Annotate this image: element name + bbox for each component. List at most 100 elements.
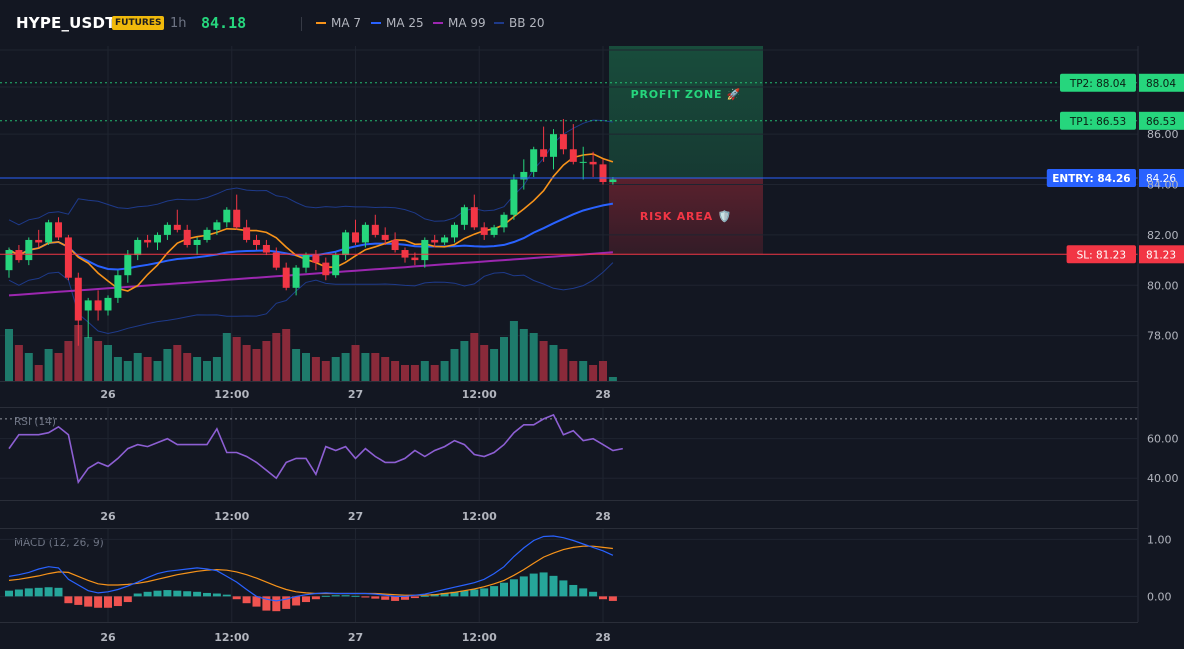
macd-histogram-bar — [608, 596, 617, 601]
symbol-label[interactable]: HYPE_USDT — [16, 14, 116, 32]
rsi-pane: RSI (14) 40.00 60.00 — [0, 413, 1179, 485]
volume-bar — [54, 353, 63, 381]
macd-histogram-bar — [460, 590, 469, 597]
candle-body — [451, 224, 458, 238]
futures-badge: FUTURES — [112, 16, 165, 30]
volume-bar — [64, 341, 73, 381]
macd-histogram-bar — [500, 582, 508, 597]
macd-histogram-bar — [222, 594, 231, 597]
legend-bb20[interactable]: BB 20 — [494, 16, 545, 30]
candle-body — [550, 134, 557, 157]
legend-ma7[interactable]: MA 7 — [316, 16, 361, 30]
candles[interactable] — [5, 119, 617, 346]
candle-body — [15, 250, 23, 261]
timeframe-label[interactable]: 1h — [170, 16, 187, 31]
volume-bar — [153, 361, 162, 381]
candle-body — [500, 214, 508, 228]
candle-body — [411, 257, 419, 261]
time-tick-label: 12:00 — [214, 510, 249, 523]
volume-bar — [84, 337, 93, 381]
volume-bar — [143, 357, 152, 381]
candle-body — [490, 227, 498, 235]
time-tick-label: 28 — [595, 631, 610, 644]
volume-bar — [608, 377, 617, 381]
macd-histogram-bar — [440, 592, 449, 597]
macd-histogram-bar — [490, 586, 499, 597]
candle-body — [183, 229, 191, 245]
macd-histogram-bar — [242, 596, 251, 604]
candle-body — [520, 171, 528, 180]
moving-averages — [8, 153, 614, 297]
macd-histogram-bar — [282, 596, 291, 609]
volume-bar — [104, 345, 112, 381]
macd-histogram-bar — [113, 596, 122, 607]
volume-bar — [252, 349, 261, 381]
level-axis-tag — [1139, 168, 1184, 187]
volume-bar — [371, 353, 380, 381]
macd-histogram-bar — [153, 590, 162, 597]
candle-body — [253, 239, 260, 245]
candle-body — [74, 277, 82, 321]
trade-levels: TP2: 88.04 88.04 TP1: 86.53 86.53 ENTRY: 84.… — [0, 73, 1184, 264]
legend-ma25[interactable]: MA 25 — [371, 16, 424, 30]
rsi-title: RSI (14) — [14, 416, 56, 428]
ma25-line — [8, 202, 614, 271]
price-tick-label: 80.00 — [1147, 279, 1179, 292]
macd-histogram-bar — [470, 589, 479, 597]
bb-lower-line — [8, 262, 614, 335]
macd-histogram-bar — [341, 595, 350, 597]
macd-histogram-bar — [203, 592, 211, 597]
volume-bar — [272, 333, 281, 381]
volume-bar — [559, 349, 568, 381]
macd-histogram-bar — [163, 590, 172, 597]
candle-body — [530, 149, 538, 172]
candle-body — [559, 134, 567, 150]
last-price: 84.18 — [201, 14, 247, 32]
volume-bar — [163, 349, 172, 381]
candle-body — [193, 239, 201, 245]
candle-body — [173, 224, 181, 230]
candle-body — [84, 300, 92, 311]
macd-histogram-bar — [44, 587, 53, 597]
volume-bar — [34, 365, 43, 381]
time-tick-label: 26 — [100, 388, 116, 401]
volume-bar — [391, 361, 400, 381]
volume-bar — [331, 357, 340, 381]
volume-bar — [450, 349, 459, 381]
macd-histogram-bar — [94, 596, 103, 608]
candle-body — [55, 222, 62, 238]
volume-bar — [420, 361, 429, 381]
volume-bar — [341, 353, 350, 381]
macd-histogram-bar — [292, 596, 301, 606]
candle-body — [25, 239, 33, 261]
macd-pane: MACD (12, 26, 9) 0.00 1.00 — [0, 533, 1172, 612]
macd-histogram-bar — [104, 596, 112, 608]
volume-bar — [569, 361, 578, 381]
level-axis-tag — [1139, 73, 1184, 92]
level-axis-tag — [1139, 245, 1184, 264]
candle-body — [45, 222, 53, 243]
time-tick-label: 28 — [595, 510, 610, 523]
time-tick-label: 27 — [348, 631, 363, 644]
axes: 78.00 80.00 82.00 84.00 86.00 26 12:00 27 12:00 2… — [0, 46, 1179, 644]
ma7-line — [8, 153, 614, 292]
candle-body — [361, 224, 369, 243]
macd-histogram-bar — [410, 596, 419, 599]
legend-ma25-label: MA 25 — [386, 16, 424, 30]
level-axis-tag — [1139, 111, 1184, 130]
macd-histogram-bar — [54, 587, 63, 597]
level-axis-label: 84.26 — [1146, 173, 1176, 185]
time-tick-label: 12:00 — [214, 388, 249, 401]
time-tick-label: 12:00 — [462, 510, 497, 523]
legend-ma99[interactable]: MA 99 — [433, 16, 486, 30]
candle-body — [272, 252, 280, 268]
macd-histogram-bar — [569, 584, 578, 597]
volume-bar — [123, 361, 132, 381]
candle-body — [5, 250, 13, 271]
macd-histogram-bar — [5, 590, 13, 597]
candle-body — [94, 300, 102, 311]
macd-histogram-bar — [331, 595, 340, 597]
profit-zone — [609, 46, 763, 178]
candle-body — [480, 227, 488, 235]
